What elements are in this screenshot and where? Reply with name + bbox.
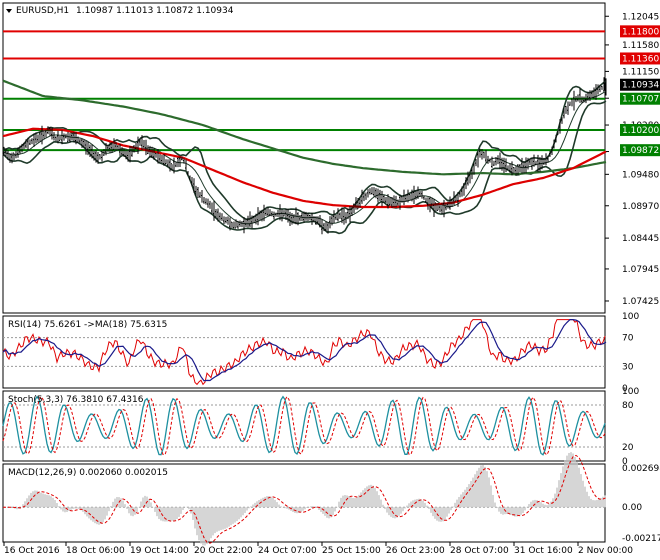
current-price-tag: [620, 78, 660, 91]
rsi-pane-frame: [2, 315, 606, 389]
time-axis-label: 20 Oct 22:00: [194, 546, 253, 556]
stoch-tick-label: 20: [622, 443, 634, 453]
time-axis-label: 31 Oct 16:00: [514, 546, 573, 556]
current-price-label: 1.10934: [622, 81, 659, 91]
level-tag-label: 1.10200: [622, 126, 659, 136]
time-axis-label: 25 Oct 15:00: [322, 546, 381, 556]
ma-green-line: [2, 79, 607, 176]
price-tick-label: 1.07945: [622, 265, 659, 275]
stoch-tick-label: 80: [622, 401, 634, 411]
macd-signal-line: [3, 454, 607, 544]
price-tick-label: 1.07425: [622, 297, 659, 307]
price-tick-label: 1.12045: [622, 12, 659, 22]
macd-tick-label: 0.002698: [622, 464, 660, 474]
rsi-label: RSI(14) 75.6261 ->MA(18) 75.6315: [8, 320, 167, 330]
macd-label: MACD(12,26,9) 0.002060 0.002015: [8, 468, 168, 478]
stoch-main-line: [2, 395, 606, 456]
price-tick-label: 1.08445: [622, 234, 659, 244]
chart-menu-triangle-icon[interactable]: [6, 9, 12, 13]
macd-tick-label: 0.00: [622, 503, 642, 513]
ma-red-line: [2, 127, 607, 209]
price-tick-label: 1.08970: [622, 202, 659, 212]
rsi-line: [2, 319, 606, 386]
rsi-tick-label: 100: [622, 312, 639, 322]
price-tick-label: 1.11150: [622, 67, 659, 77]
rsi-tick-label: 70: [622, 334, 634, 344]
price-tick-label: 1.09480: [622, 170, 659, 180]
time-axis-label: 19 Oct 14:00: [130, 546, 189, 556]
level-tag: [620, 144, 660, 157]
level-tag-label: 1.11800: [622, 27, 659, 37]
symbol-timeframe: EURUSD,H1: [16, 6, 69, 16]
rsi-ma-line: [2, 319, 607, 382]
chart-header: EURUSD,H1 1.10987 1.11013 1.10872 1.10934: [6, 6, 234, 16]
stoch-label: Stoch(5,3,3) 76.3810 67.4316: [8, 395, 144, 405]
level-tag: [620, 92, 660, 105]
price-bars: [3, 77, 607, 235]
rsi-tick-label: 30: [622, 362, 634, 372]
time-axis-label: 28 Oct 07:00: [450, 546, 509, 556]
level-tag: [620, 123, 660, 136]
time-axis-label: 2 Nov 00:00: [578, 546, 633, 556]
time-axis-label: 26 Oct 23:00: [386, 546, 445, 556]
level-tag-label: 1.11360: [622, 54, 659, 64]
time-axis-label: 16 Oct 2016: [4, 546, 60, 556]
level-tag-label: 1.10707: [622, 95, 659, 105]
level-tag: [620, 52, 660, 65]
price-tick-label: 1.11580: [622, 41, 659, 51]
time-axis-label: 18 Oct 06:00: [66, 546, 125, 556]
macd-histogram: [14, 452, 606, 546]
level-tag: [620, 25, 660, 38]
macd-pane-frame: [2, 463, 606, 543]
stoch-tick-label: 100: [622, 387, 639, 397]
level-tag-label: 1.09872: [622, 146, 659, 156]
time-axis-label: 24 Oct 07:00: [258, 546, 317, 556]
ohlc-values: 1.10987 1.11013 1.10872 1.10934: [76, 6, 234, 16]
stoch-tick-label: 0: [622, 457, 628, 467]
stoch-signal-line: [2, 395, 606, 456]
rsi-tick-label: 0: [622, 384, 628, 394]
